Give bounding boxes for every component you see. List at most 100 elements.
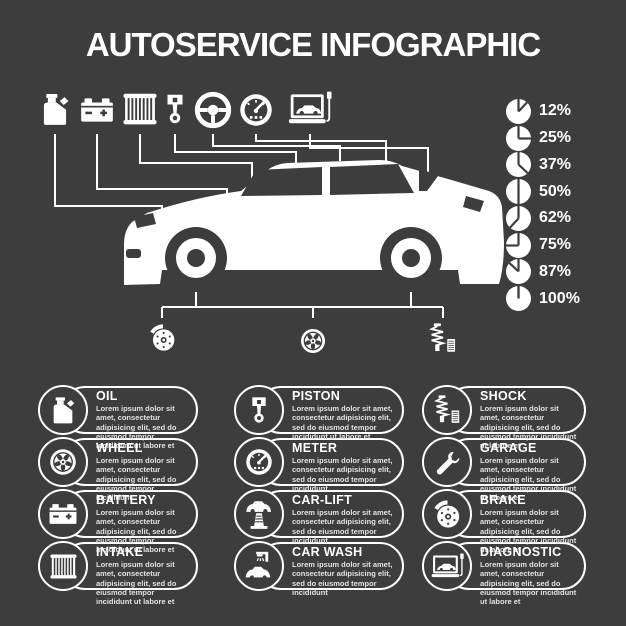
- pie-percent-label: 100%: [539, 289, 580, 307]
- list-item-diagnostic: DIAGNOSTIC Lorem ipsum dolor sit amet, c…: [422, 541, 586, 606]
- item-icon-circle: [422, 437, 472, 487]
- pie-row: 25%: [506, 125, 580, 152]
- pie-chart-icon: [506, 179, 531, 205]
- list-item-shock: SHOCK Lorem ipsum dolor sit amet, consec…: [422, 385, 586, 450]
- car-silhouette: [124, 160, 504, 289]
- pie-chart-icon: [506, 152, 531, 178]
- item-icon-circle: [234, 437, 284, 487]
- item-icon-circle: [422, 489, 472, 539]
- list-item-wheel: WHEEL Lorem ipsum dolor sit amet, consec…: [38, 437, 198, 502]
- pie-row: 37%: [506, 152, 580, 179]
- pie-chart-icon: [506, 232, 531, 258]
- air-filter-icon: [122, 92, 158, 126]
- front-wheel: [165, 227, 227, 289]
- pie-chart-icon: [506, 125, 531, 151]
- item-description: Lorem ipsum dolor sit amet, consectetur …: [480, 508, 577, 555]
- item-description: Lorem ipsum dolor sit amet, consectetur …: [292, 456, 393, 493]
- pie-percent-label: 12%: [539, 102, 572, 120]
- item-title: CAR-LIFT: [292, 493, 353, 507]
- item-title: PISTON: [292, 389, 341, 403]
- item-title: GARAGE: [480, 441, 537, 455]
- item-title: BATTERY: [96, 493, 156, 507]
- item-icon-circle: [234, 541, 284, 591]
- item-icon-circle: [422, 541, 472, 591]
- pie-percent-label: 62%: [539, 209, 572, 227]
- icon-connector-lines: [54, 134, 429, 213]
- pie-row: 50%: [506, 178, 580, 205]
- service-column-1: OIL Lorem ipsum dolor sit amet, consecte…: [38, 385, 198, 606]
- speedometer-icon: [245, 448, 273, 476]
- battery-icon: [49, 504, 77, 524]
- item-icon-circle: [38, 489, 88, 539]
- item-icon-circle: [38, 541, 88, 591]
- air-filter-icon: [49, 553, 77, 579]
- list-item-car-wash: CAR WASH Lorem ipsum dolor sit amet, con…: [234, 541, 404, 597]
- car-lift-icon: [245, 500, 272, 530]
- item-title: CAR WASH: [292, 545, 363, 559]
- under-car-connector-lines: [161, 292, 444, 318]
- list-item-garage: GARAGE Lorem ipsum dolor sit amet, conse…: [422, 437, 586, 502]
- pie-percent-label: 75%: [539, 236, 572, 254]
- speedometer-icon: [238, 92, 274, 128]
- item-description: Lorem ipsum dolor sit amet, consectetur …: [96, 404, 177, 451]
- laptop-diagnostic-icon: [430, 552, 464, 578]
- pie-row: 62%: [506, 205, 580, 232]
- steering-wheel-icon: [197, 94, 229, 126]
- pie-percentage-list: 12% 25% 37% 50% 62% 75% 87% 100%: [506, 98, 580, 312]
- wheel-icon: [301, 329, 325, 353]
- item-icon-circle: [234, 489, 284, 539]
- item-description: Lorem ipsum dolor sit amet, consectetur …: [96, 560, 177, 607]
- item-title: METER: [292, 441, 338, 455]
- wrench-icon: [436, 451, 459, 474]
- item-pill: [257, 542, 404, 590]
- top-icons-row: [43, 90, 333, 128]
- item-title: OIL: [96, 389, 118, 403]
- item-description: Lorem ipsum dolor sit amet, consectetur …: [292, 404, 393, 441]
- shock-absorber-icon: [430, 322, 456, 353]
- item-icon-circle: [422, 385, 472, 435]
- item-title: INTAKE: [96, 545, 144, 559]
- taillight: [463, 196, 484, 212]
- rear-window: [330, 164, 414, 195]
- wheel-icon: [50, 449, 76, 475]
- item-description: Lorem ipsum dolor sit amet, consectetur …: [292, 560, 393, 597]
- pie-chart-icon: [506, 205, 531, 231]
- laptop-diagnostic-icon: [287, 90, 333, 125]
- brake-disc-icon: [150, 324, 177, 353]
- piston-icon: [167, 94, 183, 124]
- oil-can-icon: [53, 397, 75, 424]
- item-icon-circle: [38, 385, 88, 435]
- list-item-piston: PISTON Lorem ipsum dolor sit amet, conse…: [234, 385, 404, 441]
- item-title: SHOCK: [480, 389, 527, 403]
- piston-icon: [252, 397, 266, 423]
- pie-percent-label: 37%: [539, 155, 572, 173]
- pie-row: 12%: [506, 98, 580, 125]
- pie-chart-icon: [506, 286, 531, 312]
- pie-chart-icon: [506, 259, 531, 285]
- pie-percent-label: 25%: [539, 129, 572, 147]
- item-description: Lorem ipsum dolor sit amet, consectetur …: [480, 456, 577, 503]
- list-item-intake: INTAKE Lorem ipsum dolor sit amet, conse…: [38, 541, 198, 606]
- list-item-meter: METER Lorem ipsum dolor sit amet, consec…: [234, 437, 404, 493]
- pie-percent-label: 87%: [539, 262, 572, 280]
- service-column-2: PISTON Lorem ipsum dolor sit amet, conse…: [234, 385, 404, 597]
- headlight: [134, 213, 156, 228]
- page-title: AUTOSERVICE INFOGRAPHIC: [85, 26, 541, 63]
- front-window: [241, 167, 322, 196]
- item-title: WHEEL: [96, 441, 143, 455]
- pie-chart-icon: [506, 98, 531, 124]
- pie-percent-label: 50%: [539, 182, 572, 200]
- car-wash-icon: [244, 551, 271, 580]
- brake-disc-icon: [431, 498, 464, 531]
- rear-wheel: [380, 227, 442, 289]
- pie-row: 100%: [506, 285, 580, 312]
- item-title: DIAGNOSTIC: [480, 545, 562, 559]
- item-icon-circle: [234, 385, 284, 435]
- front-grille: [126, 249, 141, 258]
- list-item-brake: BRAKE Lorem ipsum dolor sit amet, consec…: [422, 489, 586, 554]
- item-description: Lorem ipsum dolor sit amet, consectetur …: [480, 404, 577, 451]
- item-description: Lorem ipsum dolor sit amet, consectetur …: [96, 508, 177, 555]
- item-description: Lorem ipsum dolor sit amet, consectetur …: [480, 560, 577, 607]
- item-description: Lorem ipsum dolor sit amet, consectetur …: [96, 456, 177, 503]
